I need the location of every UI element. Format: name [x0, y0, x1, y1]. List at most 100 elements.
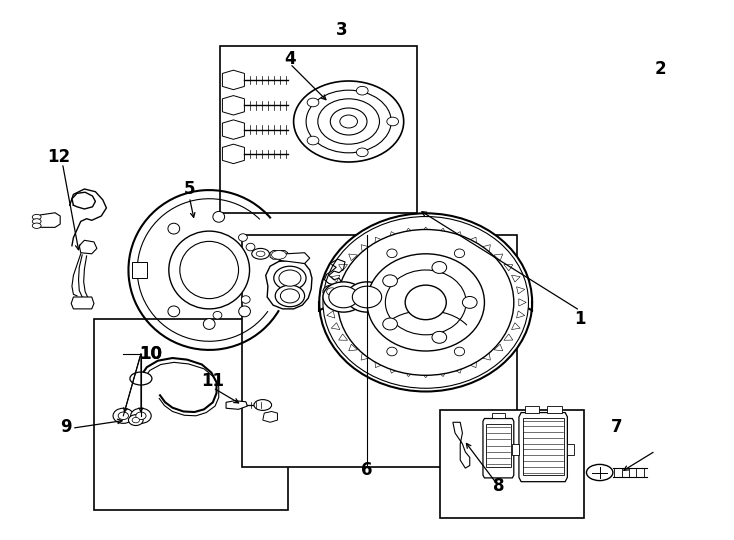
Polygon shape	[517, 311, 525, 318]
Text: 10: 10	[139, 345, 162, 363]
Polygon shape	[504, 265, 513, 271]
Polygon shape	[375, 237, 383, 244]
Ellipse shape	[32, 219, 41, 224]
Ellipse shape	[338, 230, 514, 375]
Polygon shape	[437, 370, 447, 376]
Text: 5: 5	[184, 180, 195, 198]
Ellipse shape	[256, 251, 265, 256]
Ellipse shape	[168, 306, 180, 317]
Polygon shape	[327, 311, 335, 318]
Polygon shape	[132, 262, 147, 278]
Polygon shape	[222, 144, 244, 164]
Ellipse shape	[323, 217, 528, 388]
Polygon shape	[325, 299, 333, 306]
Polygon shape	[437, 228, 447, 235]
Polygon shape	[226, 401, 247, 409]
Polygon shape	[380, 261, 426, 323]
Ellipse shape	[239, 306, 250, 317]
Polygon shape	[494, 344, 503, 351]
Polygon shape	[494, 254, 503, 261]
Polygon shape	[453, 232, 462, 239]
Polygon shape	[222, 70, 244, 90]
Ellipse shape	[294, 81, 404, 162]
Polygon shape	[327, 287, 335, 294]
Polygon shape	[375, 361, 383, 368]
Polygon shape	[361, 245, 370, 252]
Polygon shape	[482, 245, 490, 252]
Polygon shape	[263, 411, 277, 422]
Ellipse shape	[586, 464, 613, 481]
Ellipse shape	[180, 241, 239, 299]
Polygon shape	[519, 299, 526, 306]
Polygon shape	[567, 444, 574, 455]
Ellipse shape	[239, 234, 247, 241]
Bar	[94, 319, 288, 510]
Polygon shape	[331, 275, 340, 282]
Ellipse shape	[318, 99, 379, 144]
Ellipse shape	[275, 285, 305, 307]
Ellipse shape	[454, 347, 465, 356]
Polygon shape	[512, 275, 520, 282]
Text: 7: 7	[611, 417, 622, 436]
Polygon shape	[512, 444, 519, 455]
Text: 8: 8	[493, 477, 505, 495]
Polygon shape	[222, 120, 244, 139]
Polygon shape	[266, 260, 312, 309]
Text: 11: 11	[201, 372, 225, 390]
Polygon shape	[468, 237, 476, 244]
Ellipse shape	[462, 296, 477, 308]
Ellipse shape	[387, 117, 399, 126]
Ellipse shape	[32, 223, 41, 228]
Polygon shape	[421, 227, 431, 233]
Ellipse shape	[330, 108, 367, 135]
Ellipse shape	[254, 400, 272, 410]
Polygon shape	[222, 96, 244, 115]
Ellipse shape	[168, 223, 180, 234]
Polygon shape	[523, 418, 564, 475]
Polygon shape	[389, 366, 399, 373]
Polygon shape	[421, 372, 431, 378]
Ellipse shape	[340, 115, 357, 128]
Polygon shape	[519, 413, 567, 482]
Polygon shape	[349, 254, 357, 261]
Ellipse shape	[306, 90, 391, 153]
Ellipse shape	[118, 412, 128, 420]
Polygon shape	[486, 424, 511, 467]
Ellipse shape	[32, 214, 41, 220]
Ellipse shape	[307, 98, 319, 107]
Polygon shape	[453, 366, 462, 373]
Polygon shape	[270, 251, 288, 259]
Ellipse shape	[382, 318, 397, 330]
Text: 9: 9	[60, 417, 72, 436]
Ellipse shape	[274, 266, 306, 290]
Polygon shape	[404, 370, 415, 376]
Ellipse shape	[131, 408, 151, 423]
Polygon shape	[79, 240, 97, 254]
Ellipse shape	[132, 417, 139, 423]
Polygon shape	[512, 323, 520, 329]
Ellipse shape	[405, 285, 446, 320]
Ellipse shape	[252, 248, 269, 259]
Ellipse shape	[346, 282, 388, 312]
Text: 12: 12	[47, 147, 70, 166]
Ellipse shape	[213, 312, 222, 319]
Ellipse shape	[323, 282, 364, 312]
Polygon shape	[35, 213, 60, 227]
Polygon shape	[504, 334, 513, 340]
Bar	[440, 410, 584, 518]
Ellipse shape	[382, 275, 397, 287]
Ellipse shape	[136, 412, 146, 420]
Ellipse shape	[454, 249, 465, 258]
Polygon shape	[483, 418, 514, 478]
Ellipse shape	[246, 243, 255, 251]
Ellipse shape	[352, 286, 382, 308]
Polygon shape	[71, 297, 94, 309]
Polygon shape	[482, 353, 490, 360]
Polygon shape	[404, 228, 415, 235]
Polygon shape	[361, 353, 370, 360]
Polygon shape	[331, 323, 340, 329]
Ellipse shape	[280, 289, 299, 303]
Ellipse shape	[329, 286, 358, 308]
Polygon shape	[338, 334, 347, 340]
Ellipse shape	[130, 372, 152, 385]
